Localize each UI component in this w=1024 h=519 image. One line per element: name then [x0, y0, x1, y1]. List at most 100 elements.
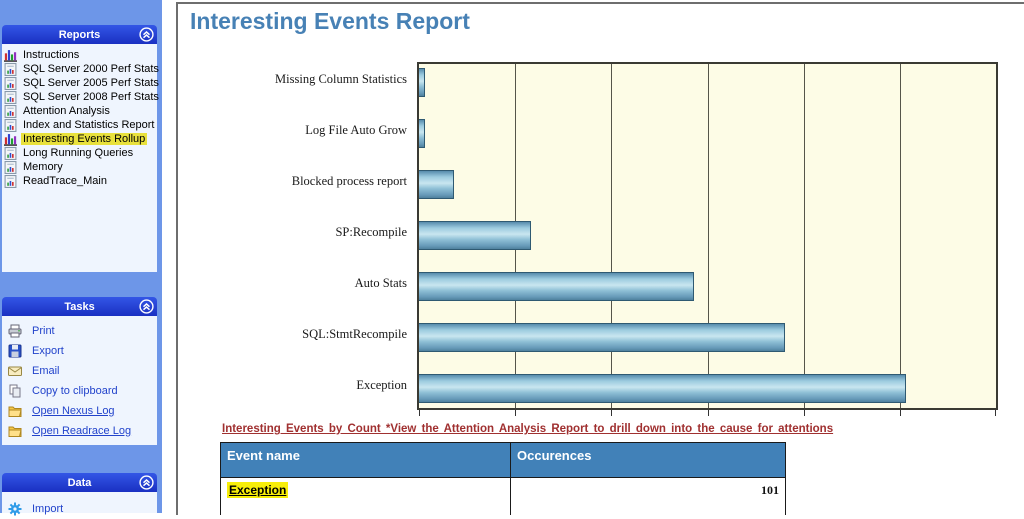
category-label-blocked-process-report: Blocked process report — [291, 174, 407, 188]
item-label: Export — [32, 345, 64, 357]
gear-icon — [8, 502, 22, 516]
reports-panel-header[interactable]: Reports — [2, 25, 157, 44]
report-icon — [4, 118, 17, 132]
item-label: Long Running Queries — [23, 147, 134, 159]
report-icon — [4, 62, 17, 76]
occurences-cell: 101 — [510, 477, 786, 515]
report-icon — [4, 76, 17, 90]
reports-panel-items: Instructions SQL Server 2000 Perf Stats SQ… — [2, 44, 159, 272]
item-label: SQL Server 2005 Perf Stats — [23, 77, 159, 89]
bar-log-file-auto-grow — [419, 118, 425, 148]
x-axis-tick — [803, 410, 805, 416]
bar-missing-column-statistics — [419, 67, 425, 97]
tasks-item-export[interactable]: Export — [2, 341, 157, 361]
reports-item-attention-analysis[interactable]: Attention Analysis — [2, 104, 157, 118]
tasks-item-copy-to-clipboard[interactable]: Copy to clipboard — [2, 381, 157, 401]
reports-item-interesting-events-rollup[interactable]: Interesting Events Rollup — [2, 132, 157, 146]
chevron-up-icon[interactable] — [139, 27, 154, 42]
item-label: Instructions — [23, 49, 80, 61]
x-axis-tick — [707, 410, 709, 416]
category-label-exception: Exception — [356, 378, 407, 392]
x-axis-tick — [515, 410, 517, 416]
chart-caption: Interesting Events by Count *View the At… — [222, 423, 834, 435]
chevron-up-icon[interactable] — [139, 299, 154, 314]
chart-icon — [4, 49, 17, 62]
gridline — [707, 64, 709, 408]
category-label-auto-stats: Auto Stats — [354, 276, 407, 290]
gridline — [611, 64, 613, 408]
sidebar: Reports Instructions SQL Server 2000 Perf… — [0, 0, 162, 516]
x-axis-tick — [995, 410, 996, 416]
data-panel: Data Import — [2, 473, 157, 516]
x-axis-tick — [611, 410, 613, 416]
category-label-log-file-auto-grow: Log File Auto Grow — [305, 123, 407, 137]
report-icon — [4, 160, 17, 174]
tasks-panel-header[interactable]: Tasks — [2, 297, 157, 316]
category-label-sp-recompile: SP:Recompile — [335, 225, 407, 239]
chart-icon — [4, 133, 17, 146]
item-label: Interesting Events Rollup — [21, 133, 148, 145]
bar-sql-stmtrecompile — [419, 322, 786, 352]
tasks-panel-title: Tasks — [64, 300, 95, 313]
bar-exception — [419, 373, 906, 403]
report-icon — [4, 90, 17, 104]
data-panel-title: Data — [67, 476, 92, 489]
table-row: Exception 101 — [220, 477, 786, 515]
report-icon — [4, 104, 17, 118]
tasks-panel: Tasks Print Export Email Copy to clipboard O… — [2, 297, 157, 445]
reports-panel: Reports Instructions SQL Server 2000 Perf… — [2, 25, 159, 272]
copy-icon — [8, 384, 22, 398]
reports-item-memory[interactable]: Memory — [2, 160, 157, 174]
item-label: Print — [32, 325, 55, 337]
reports-item-long-running-queries[interactable]: Long Running Queries — [2, 146, 157, 160]
report-icon — [4, 146, 17, 160]
x-axis-tick — [899, 410, 901, 416]
tasks-panel-items: Print Export Email Copy to clipboard Open Ne… — [2, 316, 157, 445]
report-icon — [4, 174, 17, 188]
reports-panel-title: Reports — [58, 28, 101, 41]
category-label-sql-stmtrecompile: SQL:StmtRecompile — [302, 327, 407, 341]
reports-item-sql-server-2000-perf-stats[interactable]: SQL Server 2000 Perf Stats — [2, 62, 159, 76]
item-label: Import — [32, 503, 64, 515]
item-label: ReadTrace_Main — [23, 175, 107, 187]
tasks-item-email[interactable]: Email — [2, 361, 157, 381]
reports-item-instructions[interactable]: Instructions — [2, 48, 157, 62]
item-label: Open Readrace Log — [32, 425, 132, 437]
gridline — [899, 64, 901, 408]
column-header-event-name: Event name — [220, 442, 511, 478]
chart-category-labels: Missing Column Statistics Log File Auto G… — [178, 62, 411, 406]
reports-item-index-and-statistics-report[interactable]: Index and Statistics Report — [2, 118, 157, 132]
data-item-import[interactable]: Import — [2, 499, 157, 519]
bar-blocked-process-report — [419, 169, 454, 199]
bar-auto-stats — [419, 271, 695, 301]
item-label: SQL Server 2008 Perf Stats — [23, 91, 159, 103]
data-panel-items: Import — [2, 492, 157, 516]
item-label: Memory — [23, 161, 63, 173]
tasks-item-open-readrace-log[interactable]: Open Readrace Log — [2, 421, 157, 441]
page-title: Interesting Events Report — [190, 8, 470, 34]
report-content-pane: Interesting Events Report Missing Column… — [176, 2, 1024, 515]
column-header-occurences: Occurences — [510, 442, 786, 478]
table-header-row: Event name Occurences — [220, 442, 786, 478]
category-label-missing-column-statistics: Missing Column Statistics — [275, 72, 407, 86]
folder-icon — [8, 404, 22, 418]
item-label: Email — [32, 365, 60, 377]
folder-icon — [8, 424, 22, 438]
bar-chart-plot-area — [417, 62, 998, 416]
data-panel-header[interactable]: Data — [2, 473, 157, 492]
events-table: Event name Occurences Exception 101 — [220, 442, 786, 515]
event-drilldown-link[interactable]: Exception — [227, 482, 289, 498]
reports-item-readtrace-main[interactable]: ReadTrace_Main — [2, 174, 157, 188]
item-label: Attention Analysis — [23, 105, 110, 117]
chevron-up-icon[interactable] — [139, 475, 154, 490]
reports-item-sql-server-2008-perf-stats[interactable]: SQL Server 2008 Perf Stats — [2, 90, 159, 104]
item-label: Open Nexus Log — [32, 405, 115, 417]
tasks-item-open-nexus-log[interactable]: Open Nexus Log — [2, 401, 157, 421]
event-name-cell: Exception — [220, 477, 511, 515]
tasks-item-print[interactable]: Print — [2, 321, 157, 341]
item-label: SQL Server 2000 Perf Stats — [23, 63, 159, 75]
x-axis-tick — [419, 410, 420, 416]
bar-sp-recompile — [419, 220, 531, 250]
email-icon — [8, 364, 22, 378]
reports-item-sql-server-2005-perf-stats[interactable]: SQL Server 2005 Perf Stats — [2, 76, 159, 90]
